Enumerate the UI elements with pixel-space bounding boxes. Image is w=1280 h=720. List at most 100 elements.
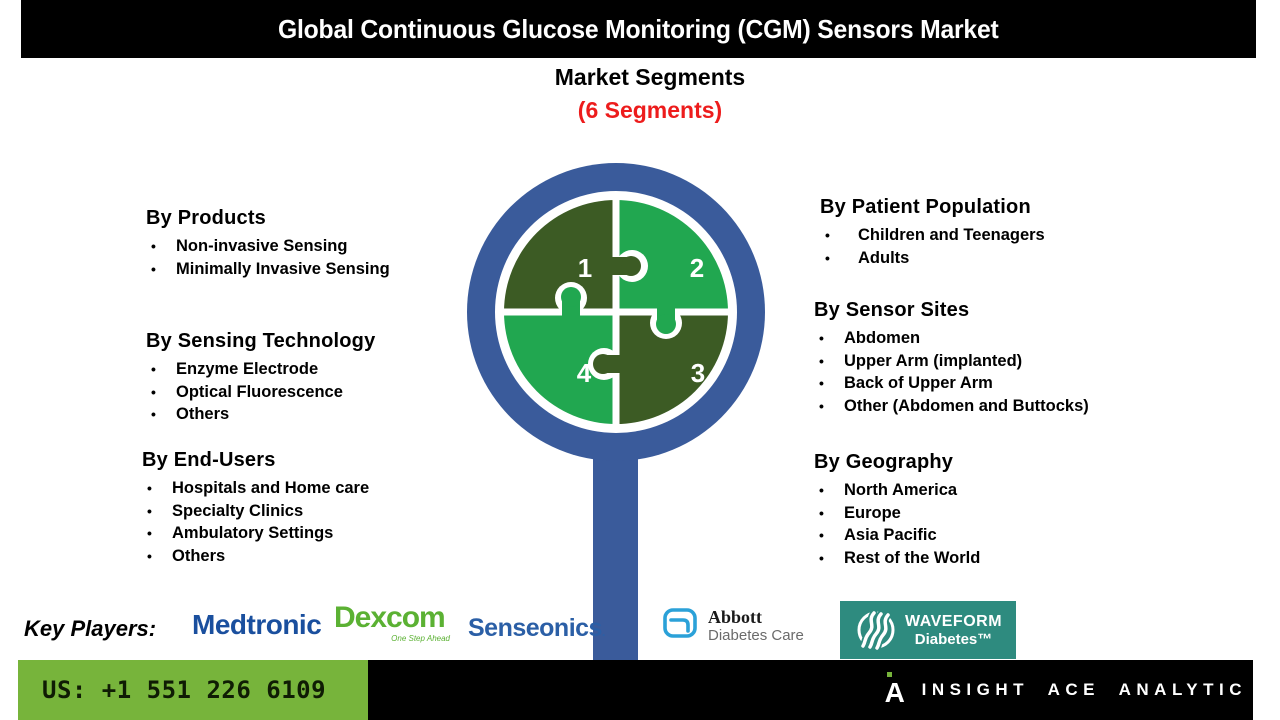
bullet-icon: • [819, 397, 824, 414]
senseonics-logo: Senseonics. [468, 614, 605, 643]
list-item: • Rest of the World [814, 547, 980, 570]
header-bar: Global Continuous Glucose Monitoring (CG… [21, 0, 1256, 58]
page-title: Global Continuous Glucose Monitoring (CG… [278, 13, 999, 44]
list-item-label: Specialty Clinics [172, 501, 304, 520]
key-players-label: Key Players: [24, 616, 157, 641]
list-item: • Upper Arm (implanted) [814, 350, 1089, 373]
segment-heading: By Sensing Technology [146, 330, 376, 352]
list-item-label: Minimally Invasive Sensing [176, 259, 390, 278]
list-item-label: Ambulatory Settings [172, 524, 334, 542]
list-item-label: Non-invasive Sensing [176, 237, 348, 255]
list-item: • Enzyme Electrode [146, 358, 375, 381]
puzzle-knob [561, 287, 581, 307]
bullet-icon: • [147, 480, 152, 496]
segment-heading: By Geography [814, 451, 954, 473]
list-item: • Adults [820, 247, 1045, 270]
puzzle-number-1: 1 [578, 253, 592, 283]
bullet-icon: • [151, 383, 156, 400]
abbott-name: Abbott [708, 607, 763, 627]
segment-by-products: By Products • Non-invasive Sensing • Min… [146, 207, 390, 280]
list-item: • North America [814, 479, 980, 502]
abbott-division: Diabetes Care [708, 627, 804, 644]
list-item-label: Others [172, 546, 226, 565]
list-item-label: Optical Fluorescence [176, 382, 343, 401]
puzzle-number-2: 2 [690, 253, 704, 283]
segment-by-end-users: By End-Users • Hospitals and Home care •… [142, 449, 369, 567]
list-item: • Specialty Clinics [142, 500, 369, 523]
list-item-label: Abdomen [844, 329, 921, 347]
puzzle-piece-1 [504, 200, 616, 312]
bullet-icon: • [819, 504, 824, 521]
magnifier-puzzle-icon: 1 2 3 4 [467, 163, 765, 660]
insightace-brand-name: INSIGHT ACE ANALYTIC [921, 680, 1247, 699]
list-item-label: Enzyme Electrode [176, 360, 319, 378]
waveform-wave-icon [857, 609, 895, 652]
bullet-icon: • [151, 406, 156, 422]
puzzle-piece-4 [504, 312, 616, 424]
bullet-icon: • [819, 527, 824, 543]
puzzle-number-4: 4 [577, 358, 592, 388]
segment-heading: By Patient Population [820, 196, 1031, 218]
list-item-label: North America [844, 481, 958, 499]
dexcom-tagline: One Step Ahead [391, 634, 450, 643]
phone-number: US: +1 551 226 6109 [42, 676, 327, 704]
bullet-icon: • [819, 375, 824, 391]
segment-heading: By End-Users [142, 449, 276, 471]
list-item-label: Rest of the World [844, 548, 981, 567]
subtitle-block: Market Segments (6 Segments) [10, 64, 1280, 124]
medtronic-logo: Medtronic [192, 609, 322, 640]
list-item-label: Other (Abdomen and Buttocks) [844, 396, 1089, 415]
subtitle-line1: Market Segments [554, 64, 746, 90]
bullet-icon: • [825, 227, 830, 243]
insightace-logo-letter: A [884, 677, 905, 708]
list-item: • Hospitals and Home care [142, 477, 369, 500]
bullet-icon: • [825, 249, 830, 266]
segment-by-sensor-sites: By Sensor Sites • Abdomen • Upper Arm (i… [814, 299, 1089, 417]
list-item-label: Others [176, 405, 230, 423]
magnifier-handle [593, 430, 638, 660]
footer-brand-bar: A INSIGHT ACE ANALYTIC [368, 660, 1253, 720]
list-item: • Other (Abdomen and Buttocks) [814, 395, 1089, 418]
abbott-a-icon [663, 608, 697, 638]
bullet-icon: • [819, 352, 824, 369]
list-item: • Ambulatory Settings [142, 522, 369, 545]
list-item: • Abdomen [814, 327, 1089, 350]
list-item-label: Asia Pacific [844, 526, 937, 544]
list-item: • Minimally Invasive Sensing [146, 258, 390, 281]
list-item-label: Back of Upper Arm [844, 374, 993, 392]
bullet-icon: • [819, 330, 824, 346]
list-item-label: Europe [844, 503, 901, 522]
segment-heading: By Products [146, 207, 267, 229]
insightace-logo-dot [886, 672, 892, 677]
bullet-icon: • [147, 502, 152, 519]
puzzle-knob [621, 256, 641, 276]
dexcom-logo: Dexcom One Step Ahead [334, 601, 450, 644]
waveform-name: WAVEFORM [904, 612, 1003, 630]
list-item: • Optical Fluorescence [146, 381, 375, 404]
subtitle-line2: (6 Segments) [577, 97, 723, 123]
list-item: • Asia Pacific [814, 524, 980, 547]
puzzle-piece-2 [616, 200, 728, 312]
list-item: • Others [142, 545, 369, 568]
footer-phone-bar: US: +1 551 226 6109 [18, 660, 368, 720]
puzzle-knob [593, 354, 613, 374]
waveform-division: Diabetes™ [914, 630, 993, 648]
segment-by-patient-population: By Patient Population • Children and Tee… [820, 196, 1045, 269]
segment-by-geography: By Geography • North America • Europe • … [814, 451, 980, 569]
list-item: • Children and Teenagers [820, 224, 1045, 247]
segment-heading: By Sensor Sites [814, 299, 970, 321]
senseonics-wordmark: Senseonics [468, 614, 602, 642]
list-item: • Non-invasive Sensing [146, 235, 390, 258]
bullet-icon: • [151, 238, 156, 254]
segment-by-sensing-technology: By Sensing Technology • Enzyme Electrode… [146, 330, 375, 426]
abbott-logo: Abbott Diabetes Care [663, 608, 804, 644]
list-item-label: Upper Arm (implanted) [844, 351, 1023, 370]
bullet-icon: • [147, 547, 152, 564]
list-item: • Europe [814, 502, 980, 525]
insightace-logo-icon: A [885, 671, 905, 709]
list-item: • Back of Upper Arm [814, 372, 1089, 395]
waveform-logo: WAVEFORM Diabetes™ [840, 601, 1016, 659]
dexcom-wordmark: Dexcom [334, 601, 446, 634]
list-item-label: Children and Teenagers [858, 226, 1045, 244]
